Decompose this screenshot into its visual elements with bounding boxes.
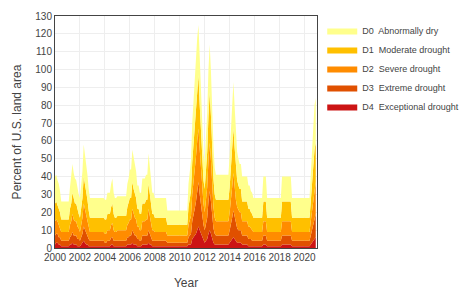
svg-text:2020: 2020 xyxy=(293,252,316,263)
svg-text:D0 Abnormally dry: D0 Abnormally dry xyxy=(362,26,439,36)
svg-text:110: 110 xyxy=(36,46,52,57)
svg-text:2010: 2010 xyxy=(169,252,192,263)
svg-text:90: 90 xyxy=(41,82,53,93)
svg-text:2016: 2016 xyxy=(243,252,266,263)
svg-text:2012: 2012 xyxy=(194,252,217,263)
svg-text:60: 60 xyxy=(41,135,53,146)
svg-text:130: 130 xyxy=(35,11,52,22)
svg-text:0: 0 xyxy=(46,243,52,254)
svg-text:2006: 2006 xyxy=(119,252,142,263)
svg-text:D3 Extreme drought: D3 Extreme drought xyxy=(362,83,446,93)
svg-text:D1 Moderate drought: D1 Moderate drought xyxy=(362,45,450,55)
svg-text:50: 50 xyxy=(41,153,53,164)
svg-text:2000: 2000 xyxy=(44,252,67,263)
svg-text:Year: Year xyxy=(174,276,198,290)
svg-text:D2 Severe drought: D2 Severe drought xyxy=(362,64,441,74)
svg-text:30: 30 xyxy=(41,189,53,200)
svg-text:10: 10 xyxy=(41,225,53,236)
svg-text:40: 40 xyxy=(41,171,53,182)
svg-text:80: 80 xyxy=(41,100,53,111)
svg-text:D4 Exceptional drought: D4 Exceptional drought xyxy=(362,102,459,112)
svg-text:Percent of U.S. land area: Percent of U.S. land area xyxy=(10,64,24,199)
svg-text:2018: 2018 xyxy=(268,252,291,263)
svg-text:2004: 2004 xyxy=(94,252,117,263)
svg-text:70: 70 xyxy=(41,118,53,129)
svg-text:2008: 2008 xyxy=(144,252,167,263)
svg-text:2002: 2002 xyxy=(69,252,92,263)
svg-text:20: 20 xyxy=(41,207,53,218)
svg-text:120: 120 xyxy=(35,28,52,39)
svg-text:100: 100 xyxy=(35,64,52,75)
svg-text:2014: 2014 xyxy=(219,252,242,263)
